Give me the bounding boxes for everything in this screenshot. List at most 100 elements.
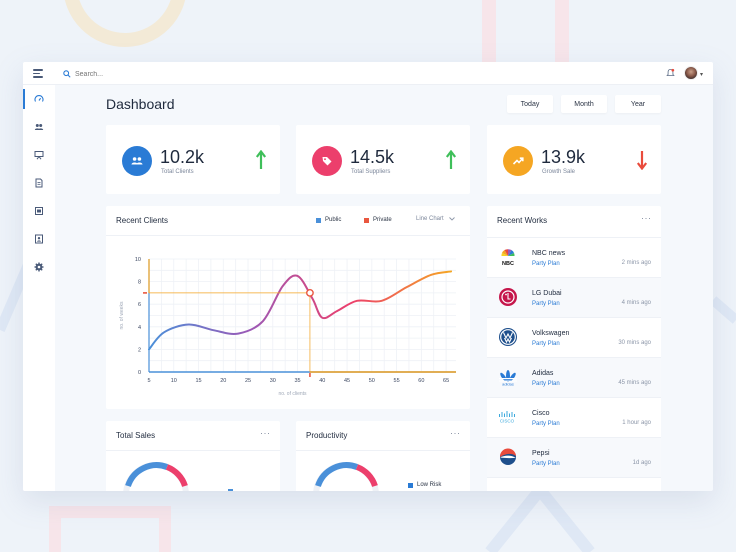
arrow-down-icon xyxy=(637,151,647,170)
chevron-down-icon[interactable]: ▾ xyxy=(700,72,704,78)
x-tick-label: 35 xyxy=(294,378,300,384)
sidebar-item-clients[interactable] xyxy=(23,113,55,141)
arrow-up-icon xyxy=(256,150,266,169)
stat-value: 13.9k xyxy=(541,147,586,167)
legend-private[interactable]: Private xyxy=(364,217,392,223)
range-today-button[interactable]: Today xyxy=(507,95,553,113)
list-item[interactable]: Pepsi Party Plan 1d ago xyxy=(487,437,661,477)
list-item[interactable]: adidas Adidas Party Plan 45 mins ago xyxy=(487,357,661,397)
users-icon xyxy=(34,124,44,130)
recent-works-card: Recent Works ··· NBC NBC news Party Plan 2 … xyxy=(487,206,661,491)
work-plan: Party Plan xyxy=(532,341,560,347)
list-item[interactable]: NBC NBC news Party Plan 2 mins ago xyxy=(487,237,661,277)
y-tick-label: 8 xyxy=(138,280,141,286)
sidebar-item-settings[interactable] xyxy=(23,253,55,281)
stat-label: Total Suppliers xyxy=(351,169,391,175)
legend-public[interactable]: Public xyxy=(316,217,341,223)
y-tick-label: 0 xyxy=(138,370,141,376)
search-box[interactable] xyxy=(63,68,195,80)
x-tick-label: 25 xyxy=(245,378,251,384)
series-line-clients xyxy=(148,270,453,351)
search-input[interactable] xyxy=(75,70,195,78)
work-plan: Party Plan xyxy=(532,301,560,307)
x-tick-label: 65 xyxy=(443,378,449,384)
stat-label: Growth Sale xyxy=(542,169,576,175)
line-chart: 5 10 15 20 25 30 35 40 45 50 55 60 65 0 2 4 6 8 10 no. of c… xyxy=(119,257,456,397)
presentation-icon xyxy=(34,151,44,160)
list-item[interactable]: CISCO Cisco Party Plan 1 hour ago xyxy=(487,397,661,437)
trend-up-icon xyxy=(503,146,533,176)
tag-icon xyxy=(312,146,342,176)
dashboard-window: ▾ Dashboard Today Month Year xyxy=(23,62,713,491)
arrow-up-icon xyxy=(446,150,456,169)
donut-chart xyxy=(123,462,189,491)
sidebar-item-profile[interactable] xyxy=(23,225,55,253)
list-item xyxy=(487,477,661,491)
work-plan: Party Plan xyxy=(532,461,560,467)
legend-low-risk: Low Risk xyxy=(408,482,441,488)
y-tick-label: 2 xyxy=(138,347,141,353)
sidebar-item-documents[interactable] xyxy=(23,169,55,197)
x-tick-label: 55 xyxy=(394,378,400,384)
more-options-icon[interactable]: ··· xyxy=(260,428,271,438)
work-time: 1d ago xyxy=(632,460,651,466)
x-tick-label: 45 xyxy=(344,378,350,384)
menu-icon[interactable] xyxy=(33,69,43,78)
work-plan: Party Plan xyxy=(532,421,560,427)
stat-value: 10.2k xyxy=(160,147,205,167)
notification-bell-icon[interactable] xyxy=(666,68,675,78)
more-options-icon[interactable]: ··· xyxy=(641,213,652,223)
card-title: Recent Works xyxy=(497,216,548,225)
id-card-icon xyxy=(35,234,43,244)
work-time: 2 mins ago xyxy=(621,260,651,266)
chevron-down-icon xyxy=(448,217,455,221)
nbc-logo: NBC xyxy=(497,246,519,268)
work-time: 30 mins ago xyxy=(618,340,651,346)
total-sales-card: Total Sales ··· xyxy=(106,421,280,491)
list-item[interactable]: Volkswagen Party Plan 30 mins ago xyxy=(487,317,661,357)
work-name: Volkswagen xyxy=(532,330,570,337)
card-header xyxy=(106,421,280,451)
y-axis-label: no. of weeks xyxy=(119,301,125,330)
y-tick-label: 10 xyxy=(135,257,141,263)
adidas-logo: adidas xyxy=(497,366,519,388)
x-tick-label: 15 xyxy=(195,378,201,384)
document-icon xyxy=(35,178,43,188)
legend-swatch xyxy=(364,217,369,223)
sidebar-item-dashboard[interactable] xyxy=(23,85,55,113)
range-month-button[interactable]: Month xyxy=(561,95,607,113)
user-avatar[interactable] xyxy=(684,66,698,80)
chart-type-label: Line Chart xyxy=(416,216,444,222)
speedometer-icon xyxy=(34,95,44,102)
productivity-card: Productivity ··· Low Risk xyxy=(296,421,470,491)
top-bar: ▾ xyxy=(23,62,713,85)
x-tick-label: 40 xyxy=(319,378,325,384)
calendar-icon xyxy=(35,207,43,215)
legend-swatch xyxy=(408,482,413,488)
sidebar-item-calendar[interactable] xyxy=(23,197,55,225)
search-icon xyxy=(63,70,71,78)
work-name: Pepsi xyxy=(532,450,550,457)
sidebar-item-reports[interactable] xyxy=(23,141,55,169)
donut-chart xyxy=(313,462,379,491)
page-title: Dashboard xyxy=(106,96,175,112)
svg-text:NBC: NBC xyxy=(502,261,514,266)
x-tick-label: 30 xyxy=(270,378,276,384)
work-name: Adidas xyxy=(532,370,554,377)
work-time: 45 mins ago xyxy=(618,380,651,386)
work-time: 1 hour ago xyxy=(622,420,651,426)
highlight-point xyxy=(306,289,314,297)
range-year-button[interactable]: Year xyxy=(615,95,661,113)
list-item[interactable]: LG Dubai Party Plan 4 mins ago xyxy=(487,277,661,317)
svg-text:CISCO: CISCO xyxy=(500,419,515,424)
x-tick-label: 10 xyxy=(171,378,177,384)
y-tick-label: 6 xyxy=(138,302,141,308)
work-plan: Party Plan xyxy=(532,381,560,387)
stat-card-total-clients[interactable]: 10.2k Total Clients xyxy=(106,125,280,194)
stat-card-total-suppliers[interactable]: 14.5k Total Suppliers xyxy=(296,125,470,194)
card-title: Recent Clients xyxy=(116,216,169,225)
chart-type-dropdown[interactable]: Line Chart xyxy=(416,216,455,222)
stat-card-growth-sale[interactable]: 13.9k Growth Sale xyxy=(487,125,661,194)
svg-text:adidas: adidas xyxy=(502,382,514,387)
more-options-icon[interactable]: ··· xyxy=(450,428,461,438)
